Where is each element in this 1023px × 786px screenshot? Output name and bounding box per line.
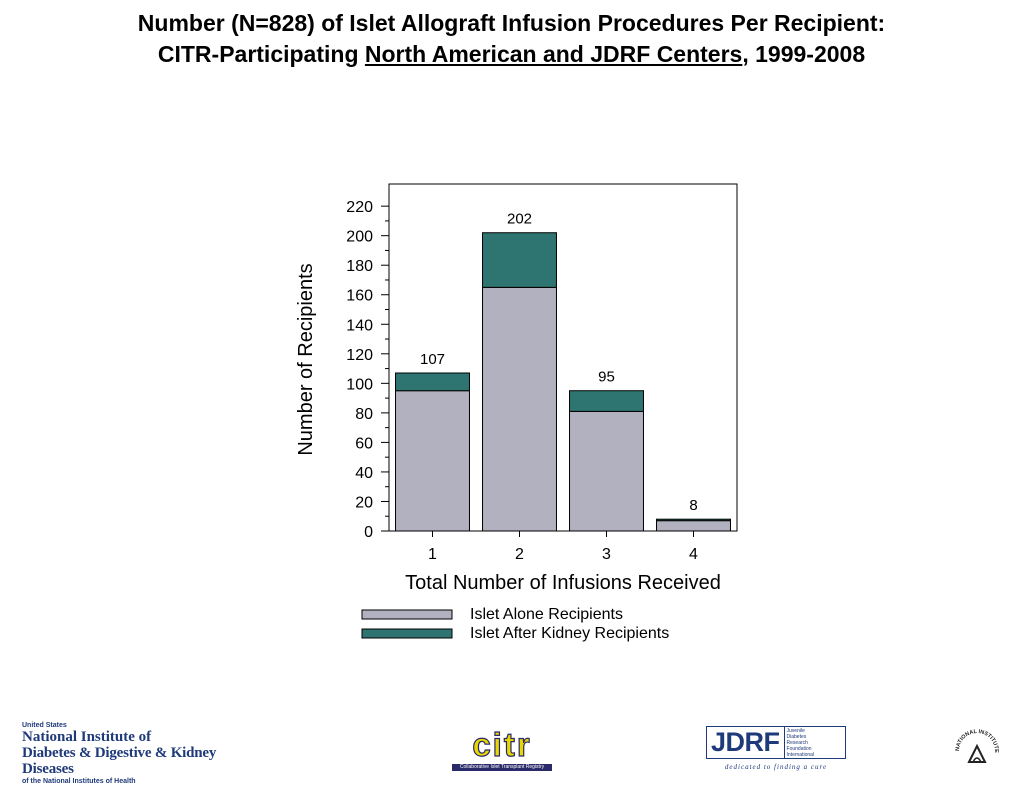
citr-logo: citr Collaborative Islet Transplant Regi… (452, 726, 552, 774)
page-title: Number (N=828) of Islet Allograft Infusi… (0, 8, 1023, 70)
bar-islet-alone-2 (482, 286, 557, 532)
citr-logo-word: citr (472, 726, 532, 763)
citr-logo-tagline: Collaborative Islet Transplant Registry (452, 764, 552, 771)
plot-frame (388, 183, 738, 532)
nih-seal-logo: NATIONAL INSTITUTES OF HEALTH (950, 722, 1002, 776)
jdrf-side-line: International (786, 752, 815, 758)
legend-label: Islet After Kidney Recipients (470, 625, 669, 642)
title-line-2: CITR-Participating North American and JD… (0, 39, 1023, 70)
stacked-bar-chart: 0 20 40 60 80 100 120 140 160 180 200 220 Number of … (295, 183, 738, 642)
legend-swatch (361, 609, 453, 620)
bar-total-label: 107 (420, 351, 445, 368)
bar-total-label: 95 (598, 369, 615, 386)
jdrf-side-line: Diabetes (786, 734, 807, 740)
title-line-2-suffix: , 1999-2008 (742, 41, 866, 67)
title-line-2-prefix: CITR-Participating (157, 41, 365, 67)
bar-islet-after-kidney-2 (482, 232, 557, 288)
jdrf-side-line: Foundation (786, 746, 812, 752)
title-line-2-underlined: North American and JDRF Centers (364, 41, 743, 67)
bar-islet-alone-4 (656, 520, 731, 532)
x-tick-label: 4 (689, 546, 698, 563)
x-tick-label: 3 (602, 546, 611, 563)
y-tick-label: 60 (355, 435, 373, 452)
y-tick-label: 80 (355, 406, 373, 423)
y-tick-label: 100 (346, 376, 373, 393)
bar-total-label: 8 (689, 497, 697, 514)
y-tick-label: 0 (364, 524, 373, 541)
x-tick-label: 2 (515, 546, 524, 563)
nih-seal-icon: NATIONAL INSTITUTES OF HEALTH (950, 722, 999, 763)
x-tick-label: 1 (428, 546, 437, 563)
x-axis-label: Total Number of Infusions Received (405, 572, 721, 594)
jdrf-logo-side-text: Juvenile Diabetes Research Foundation In… (783, 727, 817, 758)
niddk-logo-line-0: United States (22, 722, 67, 729)
jdrf-side-line: Juvenile (786, 728, 805, 734)
y-tick-label: 180 (346, 258, 373, 275)
y-tick-label: 220 (346, 199, 373, 216)
niddk-logo-line-2: Diabetes & Digestive & Kidney Diseases (22, 745, 217, 777)
y-axis-label: Number of Recipients (295, 263, 317, 455)
bar-islet-after-kidney-4 (656, 518, 731, 522)
legend-swatch (361, 628, 453, 639)
y-tick-label: 40 (355, 465, 373, 482)
bar-islet-after-kidney-3 (569, 390, 644, 412)
jdrf-logo-word: JDRF (711, 727, 780, 757)
bar-islet-alone-3 (569, 410, 644, 532)
bar-islet-after-kidney-1 (395, 372, 470, 392)
jdrf-side-line: Research (786, 740, 808, 746)
legend-label: Islet Alone Recipients (470, 606, 623, 623)
jdrf-logo-box: JDRF Juvenile Diabetes Research Foundati… (706, 726, 846, 759)
y-tick-label: 120 (346, 347, 373, 364)
bar-total-label: 202 (507, 211, 532, 228)
jdrf-logo-tagline: dedicated to finding a cure (724, 763, 828, 771)
y-tick-label: 160 (346, 288, 373, 305)
niddk-logo-line-3: of the National Institutes of Health (22, 778, 136, 785)
niddk-logo-line-1: National Institute of (22, 729, 152, 745)
y-tick-label: 20 (355, 494, 373, 511)
y-tick-label: 140 (346, 317, 373, 334)
title-line-1: Number (N=828) of Islet Allograft Infusi… (137, 10, 886, 36)
bar-islet-alone-1 (395, 390, 470, 532)
jdrf-logo: JDRF Juvenile Diabetes Research Foundati… (706, 726, 846, 774)
y-tick-label: 200 (346, 229, 373, 246)
niddk-logo: United States National Institute of Diab… (22, 722, 252, 785)
